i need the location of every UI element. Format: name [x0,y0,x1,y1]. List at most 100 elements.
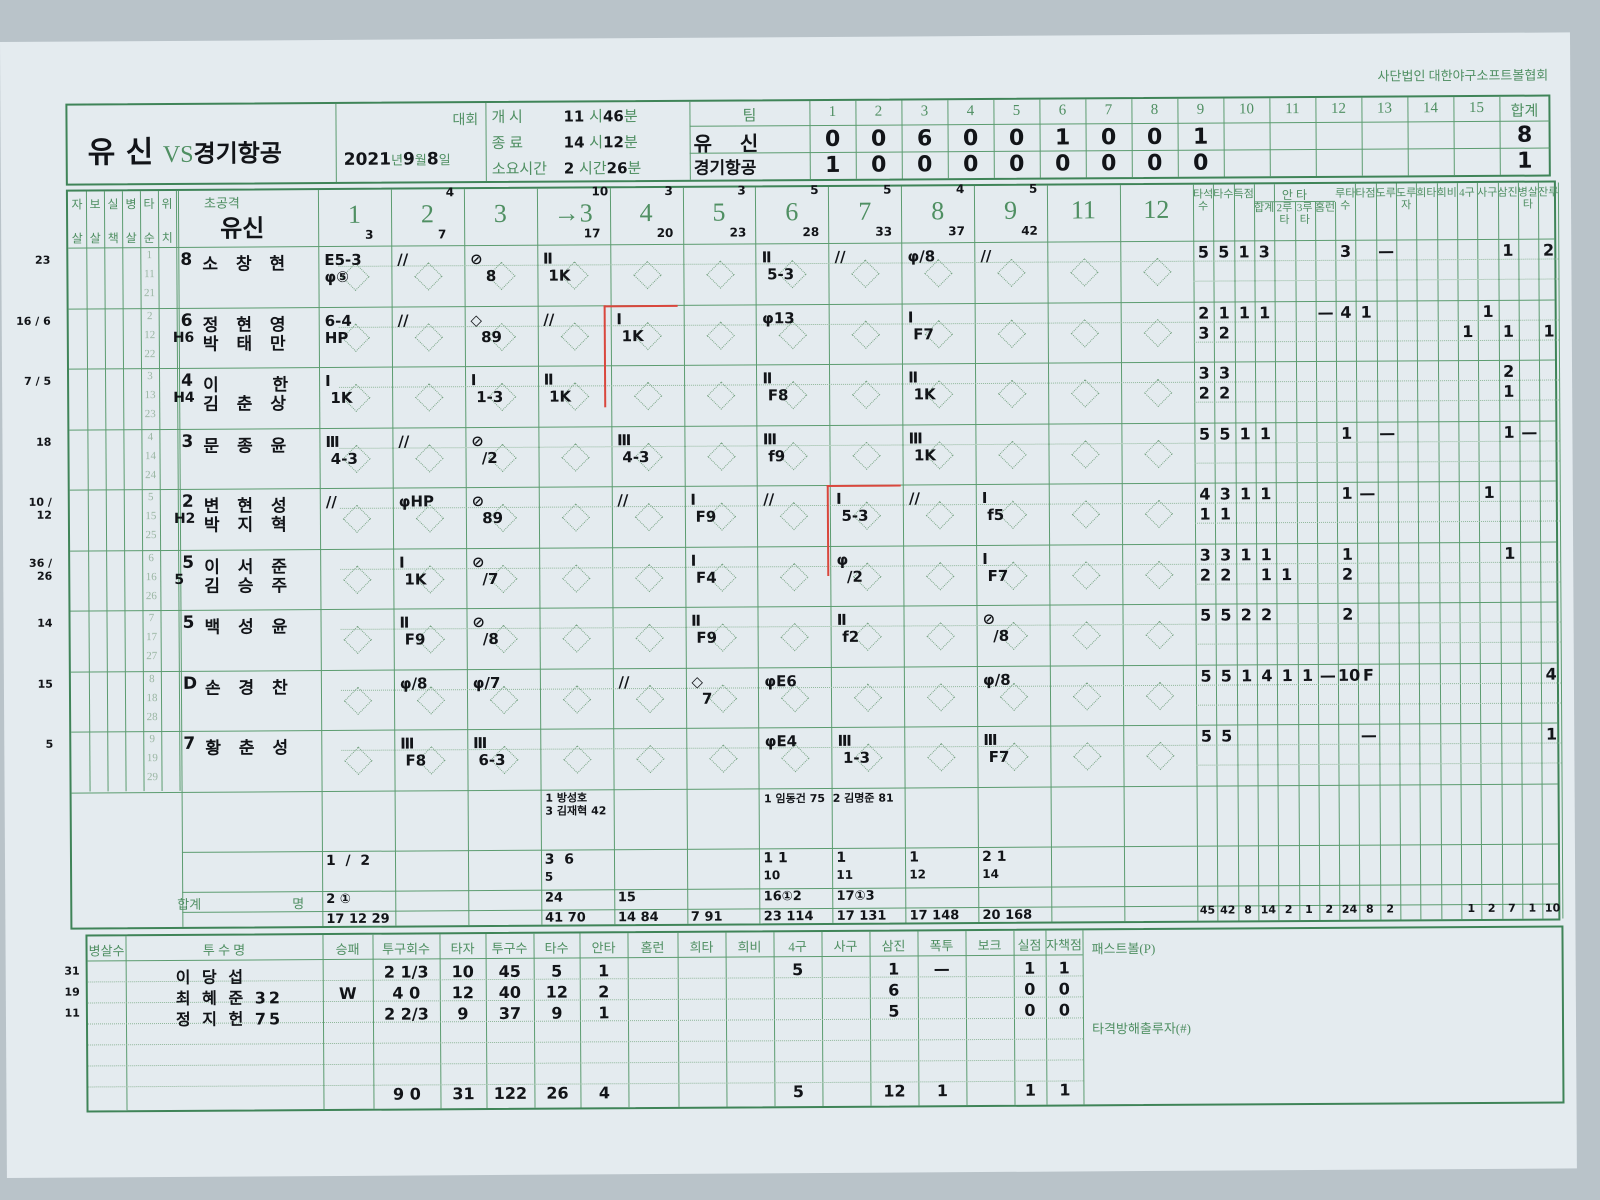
at-bat-cell[interactable] [1049,604,1122,665]
at-bat-cell[interactable]: // [611,486,684,547]
at-bat-cell[interactable]: Ⅲ F7 [977,726,1050,787]
at-bat-cell[interactable] [1121,422,1194,483]
at-bat-cell[interactable]: Ⅱ 1K [902,363,975,424]
at-bat-cell[interactable] [321,669,394,730]
at-bat-cell[interactable]: φ/8 [394,669,467,730]
at-bat-cell[interactable]: Ⅲ 1-3 [831,726,904,787]
at-bat-cell[interactable] [612,607,685,668]
at-bat-cell[interactable] [1122,543,1195,604]
at-bat-cell[interactable] [321,730,394,791]
at-bat-cell[interactable] [611,365,684,426]
at-bat-cell[interactable] [686,727,759,788]
at-bat-cell[interactable]: Ⅰ 1K [319,367,392,428]
at-bat-cell[interactable] [539,547,612,608]
at-bat-cell[interactable] [1048,362,1121,423]
at-bat-cell[interactable] [320,609,393,670]
at-bat-cell[interactable] [757,545,830,606]
at-bat-cell[interactable]: Ⅰ 1K [610,304,683,365]
at-bat-cell[interactable] [758,606,831,667]
at-bat-cell[interactable]: // [537,305,610,366]
at-bat-cell[interactable] [540,728,613,789]
at-bat-cell[interactable] [975,302,1048,363]
at-bat-cell[interactable]: Ⅲ 4-3 [611,425,684,486]
at-bat-cell[interactable]: E5-3 φ⑤ [318,246,391,307]
at-bat-cell[interactable]: // [829,242,902,303]
at-bat-cell[interactable]: ◇ 7 [685,667,758,728]
at-bat-cell[interactable] [1120,301,1193,362]
at-bat-cell[interactable]: Ⅰ 5-3 [830,484,903,545]
at-bat-cell[interactable] [829,303,902,364]
at-bat-cell[interactable] [1048,423,1121,484]
at-bat-cell[interactable]: ⊘ /2 [465,426,538,487]
at-bat-cell[interactable] [1120,241,1193,302]
at-bat-cell[interactable] [1050,725,1123,786]
at-bat-cell[interactable]: Ⅱ F9 [393,608,466,669]
at-bat-cell[interactable]: Ⅲ 1K [903,424,976,485]
at-bat-cell[interactable] [1123,725,1196,786]
at-bat-cell[interactable]: // [612,667,685,728]
at-bat-cell[interactable] [1049,544,1122,605]
at-bat-cell[interactable]: Ⅲ F8 [394,729,467,790]
at-bat-cell[interactable]: Ⅰ 1K [393,548,466,609]
at-bat-cell[interactable] [904,726,977,787]
at-bat-cell[interactable]: φ/8 [901,242,974,303]
at-bat-cell[interactable]: φHP [393,487,466,548]
at-bat-cell[interactable]: ⊘ 89 [466,487,539,548]
at-bat-cell[interactable]: Ⅲ f9 [757,424,830,485]
at-bat-cell[interactable] [1121,362,1194,423]
at-bat-cell[interactable]: Ⅰ F7 [976,544,1049,605]
at-bat-cell[interactable] [683,243,756,304]
at-bat-cell[interactable] [1048,302,1121,363]
at-bat-cell[interactable]: Ⅱ 5-3 [756,243,829,304]
at-bat-cell[interactable]: ⊘ /7 [466,547,539,608]
at-bat-cell[interactable] [1122,604,1195,665]
at-bat-cell[interactable]: Ⅱ 1K [537,244,610,305]
at-bat-cell[interactable]: Ⅰ f5 [976,484,1049,545]
at-bat-cell[interactable]: // [391,245,464,306]
at-bat-cell[interactable]: // [974,242,1047,303]
at-bat-cell[interactable] [392,366,465,427]
at-bat-cell[interactable] [613,728,686,789]
at-bat-cell[interactable] [683,364,756,425]
at-bat-cell[interactable] [539,607,612,668]
at-bat-cell[interactable] [1122,483,1195,544]
at-bat-cell[interactable]: Ⅰ 1-3 [465,366,538,427]
at-bat-cell[interactable] [320,548,393,609]
at-bat-cell[interactable]: φ13 [756,303,829,364]
at-bat-cell[interactable] [538,426,611,487]
at-bat-cell[interactable]: ⊘ /8 [466,608,539,669]
at-bat-cell[interactable]: 6-4 HP [319,306,392,367]
at-bat-cell[interactable] [612,546,685,607]
at-bat-cell[interactable] [1050,665,1123,726]
at-bat-cell[interactable] [610,244,683,305]
at-bat-cell[interactable]: ⊘ /8 [977,605,1050,666]
at-bat-cell[interactable] [830,424,903,485]
at-bat-cell[interactable]: Ⅰ F4 [685,546,758,607]
at-bat-cell[interactable]: ◇ 89 [464,305,537,366]
at-bat-cell[interactable]: Ⅱ 1K [538,365,611,426]
at-bat-cell[interactable]: Ⅰ F7 [902,303,975,364]
at-bat-cell[interactable]: // [392,427,465,488]
at-bat-cell[interactable] [904,605,977,666]
at-bat-cell[interactable] [1123,664,1196,725]
at-bat-cell[interactable] [975,363,1048,424]
at-bat-cell[interactable]: // [903,484,976,545]
at-bat-cell[interactable] [538,486,611,547]
at-bat-cell[interactable] [683,304,756,365]
at-bat-cell[interactable]: Ⅱ f2 [831,605,904,666]
at-bat-cell[interactable]: // [392,306,465,367]
at-bat-cell[interactable]: Ⅱ F9 [685,606,758,667]
at-bat-cell[interactable]: Ⅲ 4-3 [319,427,392,488]
at-bat-cell[interactable] [1047,241,1120,302]
at-bat-cell[interactable]: ⊘ 8 [464,245,537,306]
at-bat-cell[interactable]: φ/8 [977,665,1050,726]
at-bat-cell[interactable]: φE4 [759,727,832,788]
at-bat-cell[interactable] [829,363,902,424]
at-bat-cell[interactable] [831,666,904,727]
at-bat-cell[interactable] [540,668,613,729]
at-bat-cell[interactable]: // [320,488,393,549]
at-bat-cell[interactable]: φ /2 [830,545,903,606]
at-bat-cell[interactable] [975,423,1048,484]
at-bat-cell[interactable]: Ⅱ F8 [756,364,829,425]
at-bat-cell[interactable]: // [757,485,830,546]
